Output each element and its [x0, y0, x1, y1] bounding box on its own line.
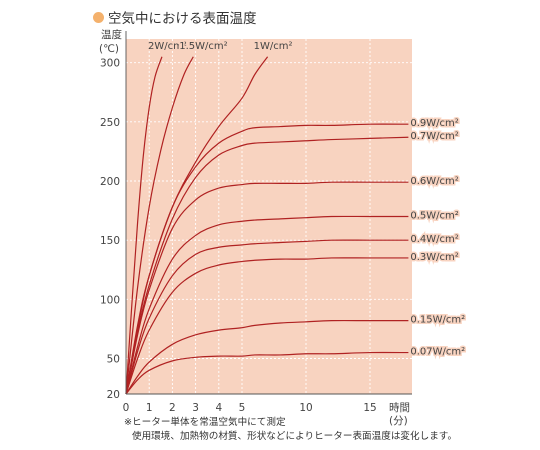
series-label-6: 0.5W/cm² — [410, 211, 458, 222]
x-tick-label: 2 — [169, 402, 176, 414]
series-label-3: 0.9W/cm² — [410, 118, 458, 129]
series-line-5 — [125, 181, 409, 395]
y-tick-label: 250 — [100, 117, 120, 129]
series-line-1 — [125, 56, 194, 395]
series-label-5: 0.6W/cm² — [410, 176, 458, 187]
series-line-9 — [125, 319, 409, 395]
y-axis-unit: (℃) — [99, 43, 119, 55]
series-label-7: 0.4W/cm² — [410, 234, 458, 245]
series-lines — [125, 56, 409, 395]
series-label-10: 0.07W/cm² — [410, 347, 465, 358]
series-line-4 — [125, 136, 409, 395]
x-axis-unit: (分) — [389, 415, 408, 427]
title-bullet-icon — [93, 11, 104, 23]
y-tick-label: 300 — [100, 58, 120, 70]
series-line-10 — [125, 351, 409, 395]
x-tick-label: 4 — [215, 402, 222, 414]
series-label-9: 0.15W/cm² — [410, 315, 465, 326]
x-tick-label: 0 — [123, 402, 130, 414]
series-label-0: 2W/cm² — [148, 41, 187, 52]
x-tick-label: 5 — [239, 402, 246, 414]
series-line-6 — [125, 215, 409, 395]
series-line-3 — [125, 123, 409, 395]
footnote-measurement: ※ヒーター単体を常温空気中にて測定 — [124, 417, 286, 428]
x-tick-label: 1 — [146, 402, 153, 414]
y-tick-label: 150 — [100, 235, 120, 247]
y-tick-label: 20 — [107, 389, 120, 401]
x-tick-label: 10 — [299, 402, 312, 414]
series-line-7 — [125, 239, 409, 395]
x-tick-label: 15 — [363, 402, 376, 414]
series-line-0 — [125, 56, 163, 395]
y-tick-label: 200 — [100, 176, 120, 188]
series-label-2: 1W/cm² — [254, 41, 293, 52]
series-label-1: 1.5W/cm² — [179, 41, 227, 52]
series-line-2 — [125, 56, 269, 395]
chart-title: 空気中における表面温度 — [93, 7, 257, 27]
y-tick-label: 100 — [100, 294, 120, 306]
x-axis-label: 時間 — [389, 402, 410, 414]
tick-labels: 20 50 100 150 200 250 300 0 1 2 3 4 5 10 15 — [100, 58, 377, 414]
x-tick-label: 3 — [192, 402, 199, 414]
series-line-8 — [125, 257, 409, 395]
axes — [125, 31, 412, 395]
chart-title-text: 空気中における表面温度 — [108, 11, 257, 27]
footnote-variation: 使用環境、加熱物の材質、形状などによりヒーター表面温度は変化します。 — [132, 431, 458, 442]
series-label-4: 0.7W/cm² — [410, 131, 458, 142]
y-axis-label: 温度 — [101, 28, 122, 41]
series-label-8: 0.3W/cm² — [410, 252, 458, 263]
y-tick-label: 50 — [107, 354, 120, 366]
